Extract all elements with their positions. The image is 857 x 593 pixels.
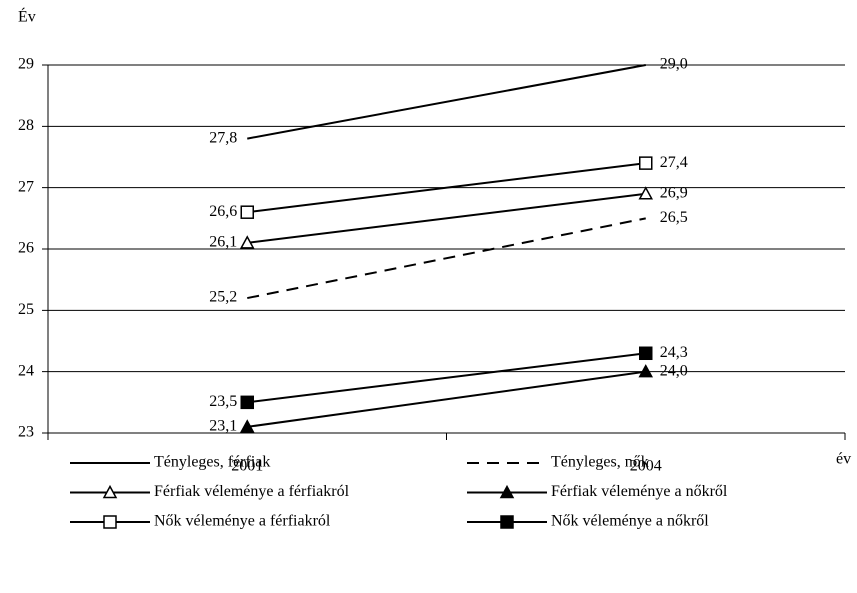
marker: [638, 186, 654, 200]
y-tick-label: 25: [18, 301, 34, 318]
legend-marker: [499, 484, 515, 499]
data-label: 23,1: [209, 418, 237, 435]
legend-label: Tényleges, nők: [551, 454, 649, 471]
y-tick-label: 27: [18, 178, 34, 195]
marker: [239, 419, 255, 433]
y-axis-label: Év: [18, 7, 36, 26]
series-line: [247, 192, 646, 244]
data-label: 26,6: [209, 203, 237, 220]
legend-label: Nők véleménye a férfiakról: [154, 513, 331, 530]
x-axis-label: év: [836, 451, 851, 468]
data-label: 27,8: [209, 129, 237, 146]
y-tick-label: 29: [18, 56, 34, 73]
legend-label: Tényleges, férfiak: [154, 454, 270, 471]
data-label: 26,1: [209, 234, 237, 251]
marker: [240, 205, 254, 219]
data-label: 26,9: [660, 184, 688, 201]
y-tick-label: 23: [18, 424, 34, 441]
marker: [638, 364, 654, 378]
legend-label: Férfiak véleménye a férfiakról: [154, 483, 350, 500]
data-label: 27,4: [660, 154, 688, 171]
x-tick-label: 2001: [231, 458, 263, 475]
series-line: [247, 352, 646, 404]
data-label: 29,0: [660, 56, 688, 73]
data-label: 26,5: [660, 209, 688, 226]
marker: [240, 395, 254, 410]
legend-marker: [500, 515, 514, 529]
marker: [639, 346, 653, 361]
x-tick-label: 2004: [630, 458, 662, 475]
data-label: 23,5: [209, 393, 237, 410]
y-tick-label: 24: [18, 362, 34, 379]
data-label: 24,0: [660, 362, 688, 379]
series-line: [247, 64, 646, 140]
legend-marker: [103, 515, 117, 529]
y-tick-label: 26: [18, 240, 34, 257]
series-line: [247, 370, 646, 428]
series-line: [247, 162, 646, 214]
data-label: 25,2: [209, 289, 237, 306]
legend-label: Férfiak véleménye a nőkről: [551, 483, 728, 500]
y-tick-label: 28: [18, 117, 34, 134]
marker: [239, 235, 255, 249]
legend-marker: [102, 484, 118, 499]
data-label: 24,3: [660, 344, 688, 361]
series-line: [247, 217, 646, 300]
legend-label: Nők véleménye a nőkről: [551, 513, 709, 530]
marker: [639, 156, 653, 170]
